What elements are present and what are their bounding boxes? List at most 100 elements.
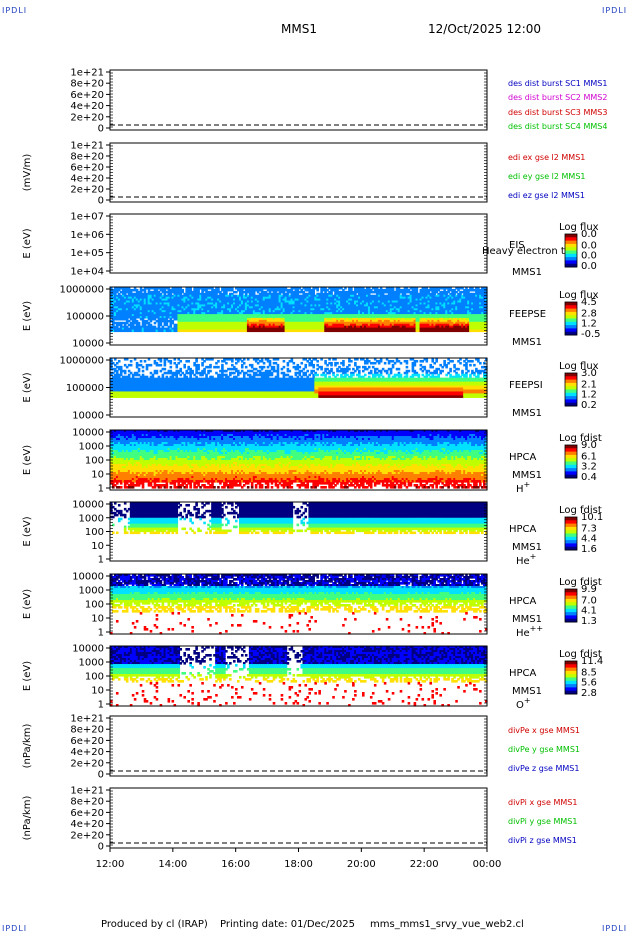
heatmap-cell bbox=[274, 304, 278, 307]
heatmap-cell bbox=[225, 292, 228, 296]
heatmap-cell bbox=[308, 321, 312, 325]
heatmap-cell bbox=[248, 319, 252, 323]
heatmap-cell bbox=[429, 329, 433, 333]
heatmap-cell bbox=[477, 288, 480, 292]
heatmap-cell bbox=[179, 327, 183, 331]
heatmap-cell bbox=[205, 327, 208, 331]
heatmap-cell bbox=[385, 319, 389, 323]
heatmap-cell bbox=[383, 304, 387, 307]
heatmap-cell bbox=[310, 288, 313, 292]
heatmap-cell bbox=[159, 393, 163, 396]
heatmap-cell bbox=[246, 287, 250, 290]
heatmap-cell bbox=[278, 312, 282, 315]
heatmap-cell bbox=[481, 292, 484, 296]
heatmap-cell bbox=[227, 302, 230, 305]
heatmap-cell bbox=[159, 381, 163, 385]
heatmap-cell bbox=[441, 325, 444, 329]
heatmap-cell bbox=[381, 300, 385, 304]
heatmap-cell bbox=[358, 296, 361, 300]
heatmap-cell bbox=[367, 310, 371, 313]
heatmap-cell bbox=[149, 317, 153, 321]
heatmap-cell bbox=[411, 317, 415, 321]
heatmap-cell bbox=[119, 365, 123, 369]
heatmap-cell bbox=[185, 296, 188, 300]
heatmap-cell bbox=[367, 327, 371, 331]
heatmap-cell bbox=[163, 300, 167, 304]
heatmap-cell bbox=[475, 290, 478, 294]
heatmap-cell bbox=[110, 363, 113, 367]
heatmap-cell bbox=[272, 327, 276, 331]
heatmap-cell bbox=[354, 290, 357, 294]
heatmap-cell bbox=[334, 296, 337, 300]
heatmap-cell bbox=[264, 323, 268, 327]
heatmap-cell bbox=[223, 287, 226, 290]
heatmap-cell bbox=[282, 298, 286, 302]
heatmap-cell bbox=[173, 287, 177, 290]
heatmap-cell bbox=[411, 323, 415, 327]
heatmap-cell bbox=[354, 296, 357, 300]
heatmap-cell bbox=[225, 319, 228, 323]
heatmap-cell bbox=[135, 363, 139, 367]
heatmap-cell bbox=[391, 302, 395, 305]
heatmap-cell bbox=[431, 308, 435, 311]
heatmap-cell bbox=[135, 395, 139, 398]
heatmap-cell bbox=[240, 296, 244, 300]
heatmap-cell bbox=[415, 321, 419, 325]
heatmap-cell bbox=[316, 316, 319, 319]
heatmap-cell bbox=[397, 308, 401, 311]
heatmap-cell bbox=[334, 310, 337, 313]
heatmap-cell bbox=[177, 379, 181, 383]
heatmap-cell bbox=[270, 302, 274, 305]
heatmap-cell bbox=[338, 321, 341, 325]
heatmap-cell bbox=[254, 312, 258, 315]
heatmap-cell bbox=[139, 317, 143, 321]
heatmap-cell bbox=[288, 288, 292, 292]
heatmap-cell bbox=[235, 321, 238, 325]
heatmap-cell bbox=[296, 325, 300, 329]
heatmap-cell bbox=[445, 319, 448, 323]
heatmap-cell bbox=[161, 316, 165, 319]
heatmap-cell bbox=[165, 387, 169, 391]
heatmap-cell bbox=[157, 319, 161, 323]
heatmap-cell bbox=[401, 300, 405, 304]
heatmap-cell bbox=[433, 294, 437, 298]
heatmap-cell bbox=[407, 306, 411, 309]
heatmap-cell bbox=[167, 287, 171, 290]
heatmap-cell bbox=[135, 310, 139, 313]
heatmap-cell bbox=[471, 329, 474, 333]
heatmap-cell bbox=[354, 294, 357, 298]
heatmap-cell bbox=[477, 319, 480, 323]
heatmap-cell bbox=[135, 325, 139, 329]
heatmap-cell bbox=[459, 298, 462, 302]
heatmap-cell bbox=[455, 300, 458, 304]
heatmap-cell bbox=[306, 321, 310, 325]
heatmap-cell bbox=[407, 323, 411, 327]
heatmap-cell bbox=[185, 306, 188, 309]
heatmap-cell bbox=[316, 288, 319, 292]
heatmap-cell bbox=[161, 302, 165, 305]
heatmap-cell bbox=[445, 292, 448, 296]
heatmap-cell bbox=[453, 304, 456, 307]
heatmap-cell bbox=[336, 316, 339, 319]
heatmap-cell bbox=[173, 391, 177, 394]
heatmap-cell bbox=[227, 317, 230, 321]
heatmap-cell bbox=[233, 296, 236, 300]
heatmap-cell bbox=[123, 316, 127, 319]
heatmap-cell bbox=[314, 300, 317, 304]
heatmap-cell bbox=[375, 292, 379, 296]
heatmap-cell bbox=[183, 389, 186, 393]
heatmap-cell bbox=[413, 319, 417, 323]
heatmap-cell bbox=[145, 306, 149, 309]
heatmap-cell bbox=[467, 329, 470, 333]
heatmap-cell bbox=[165, 329, 169, 333]
heatmap-cell bbox=[187, 317, 190, 321]
heatmap-cell bbox=[481, 325, 484, 329]
heatmap-cell bbox=[264, 300, 268, 304]
heatmap-cell bbox=[215, 312, 218, 315]
heatmap-cell bbox=[215, 319, 218, 323]
heatmap-cell bbox=[294, 302, 298, 305]
heatmap-cell bbox=[397, 292, 401, 296]
heatmap-cell bbox=[451, 327, 454, 331]
heatmap-cell bbox=[169, 292, 173, 296]
heatmap-cell bbox=[169, 375, 173, 379]
